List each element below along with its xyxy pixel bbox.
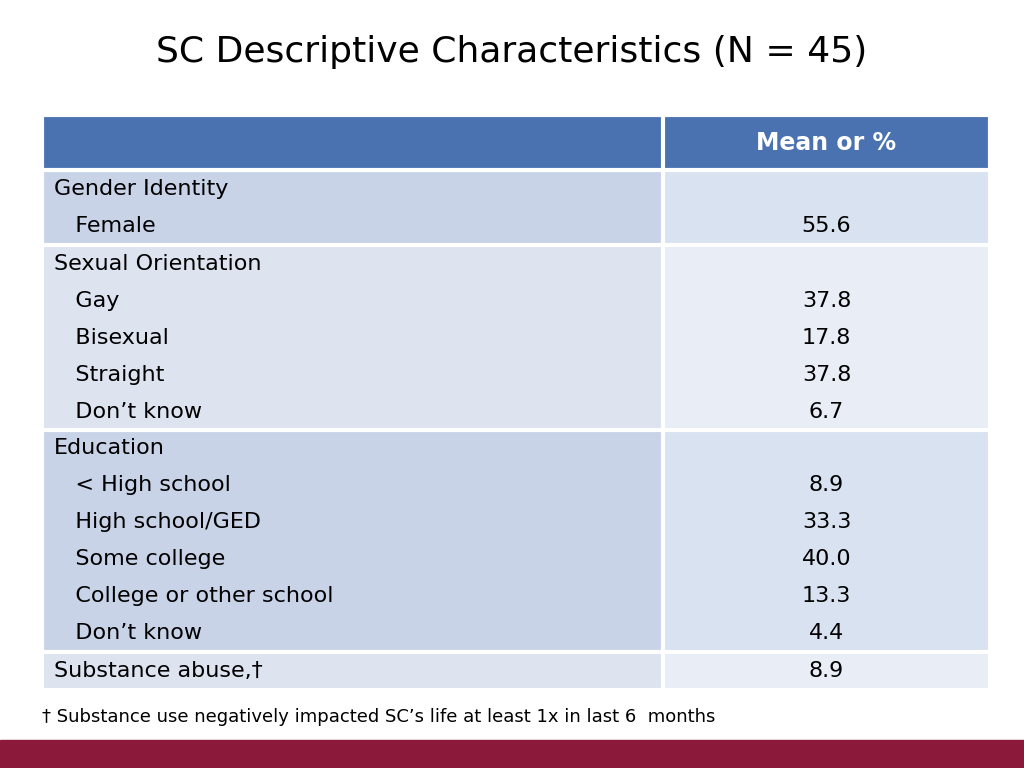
Bar [42, 170, 663, 245]
Text: Substance abuse,†: Substance abuse,† [54, 660, 263, 680]
Text: SC Descriptive Characteristics (N = 45): SC Descriptive Characteristics (N = 45) [157, 35, 867, 69]
Bar [42, 245, 663, 430]
Text: 37.8: 37.8 [802, 365, 851, 385]
Text: Some college: Some college [54, 549, 225, 569]
Text: < High school: < High school [54, 475, 230, 495]
Bar [42, 651, 663, 690]
Text: Education: Education [54, 439, 165, 458]
Text: Gender Identity: Gender Identity [54, 179, 228, 199]
Text: Don’t know: Don’t know [54, 402, 202, 422]
Text: 33.3: 33.3 [802, 512, 851, 532]
Text: Sexual Orientation: Sexual Orientation [54, 253, 261, 273]
Bar [663, 245, 990, 430]
Bar [663, 430, 990, 651]
Text: 55.6: 55.6 [802, 217, 851, 237]
Text: Bisexual: Bisexual [54, 327, 169, 348]
Text: 8.9: 8.9 [809, 660, 844, 680]
Text: † Substance use negatively impacted SC’s life at least 1x in last 6  months: † Substance use negatively impacted SC’s… [42, 708, 716, 726]
Text: 6.7: 6.7 [809, 402, 844, 422]
Text: Don’t know: Don’t know [54, 623, 202, 643]
Text: Straight: Straight [54, 365, 165, 385]
Text: High school/GED: High school/GED [54, 512, 261, 532]
Text: 4.4: 4.4 [809, 623, 844, 643]
Bar [42, 430, 663, 651]
Bar [663, 651, 990, 690]
Text: College or other school: College or other school [54, 586, 334, 606]
Text: 8.9: 8.9 [809, 475, 844, 495]
Text: 17.8: 17.8 [802, 327, 851, 348]
Text: Female: Female [54, 217, 156, 237]
Text: 37.8: 37.8 [802, 290, 851, 310]
Bar [663, 170, 990, 245]
Bar [42, 115, 990, 170]
Text: Mean or %: Mean or % [757, 131, 897, 154]
Text: Gay: Gay [54, 290, 120, 310]
Bar [0, 740, 1024, 768]
Text: 13.3: 13.3 [802, 586, 851, 606]
Text: 40.0: 40.0 [802, 549, 851, 569]
